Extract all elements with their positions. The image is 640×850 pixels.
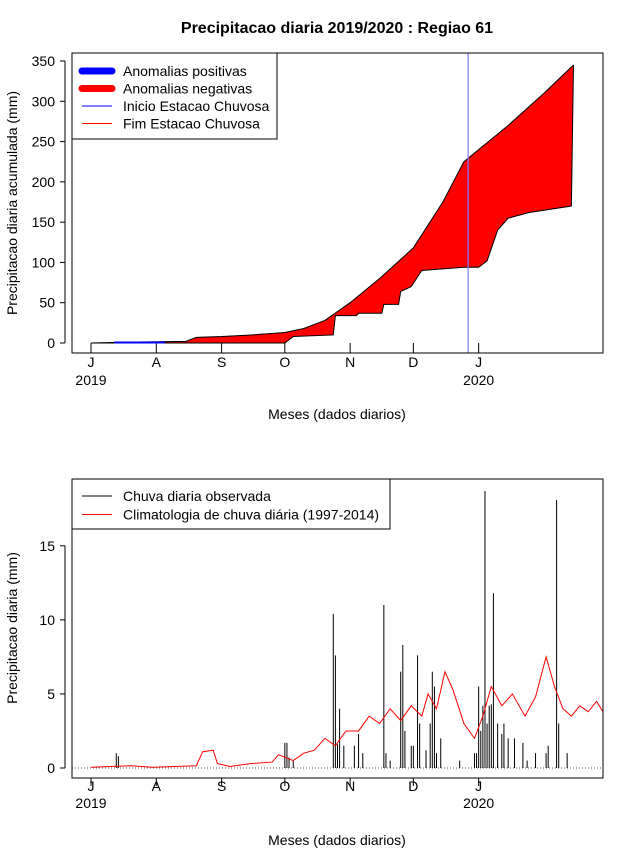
top-x-tick-label: A (152, 354, 162, 370)
top-plot-frame (71, 52, 604, 354)
top-y-axis-label: Precipitacao diaria acumulada (mm) (4, 91, 20, 315)
top-x-year-label: 2020 (463, 372, 494, 388)
climatology-daily-line (90, 655, 604, 768)
top-legend-box (71, 52, 278, 140)
bottom-x-tick-label: N (345, 778, 355, 794)
top-legend-label: Anomalias negativas (123, 81, 252, 97)
top-legend-label: Inicio Estacao Chuvosa (123, 98, 270, 114)
top-y-tick-label: 150 (32, 214, 56, 230)
bottom-y-tick-label: 15 (39, 538, 55, 554)
top-y-tick-label: 200 (32, 174, 56, 190)
top-x-tick-label: D (408, 354, 418, 370)
bottom-x-year-label: 2019 (75, 795, 106, 811)
bottom-x-tick-label: O (279, 778, 290, 794)
top-x-axis-label: Meses (dados diarios) (268, 406, 406, 422)
observed-accumulated-line (91, 65, 574, 344)
bottom-y-tick-label: 0 (47, 760, 55, 776)
bottom-x-tick-label: D (408, 778, 418, 794)
bottom-x-tick-label: A (152, 778, 162, 794)
top-y-tick-label: 50 (39, 295, 55, 311)
bottom-legend-box (71, 478, 391, 530)
bottom-x-year-label: 2020 (463, 795, 494, 811)
bottom-y-tick-label: 5 (47, 686, 55, 702)
top-legend-label: Anomalias positivas (123, 63, 247, 79)
top-chart-title: Precipitacao diaria 2019/2020 : Regiao 6… (181, 20, 493, 37)
top-legend-label: Fim Estacao Chuvosa (123, 116, 260, 132)
climatology-accumulated-line (90, 64, 574, 344)
top-y-tick-label: 100 (32, 254, 56, 270)
bottom-x-tick-label: J (88, 778, 95, 794)
top-legend: Anomalias positivas Anomalias negativasIn… (71, 52, 278, 140)
top-x-tick-label: J (88, 354, 95, 370)
bottom-legend-label: Chuva diaria observada (123, 488, 271, 504)
top-x-tick-label: O (279, 354, 290, 370)
top-x-tick-label: S (217, 354, 226, 370)
bottom-y-axis-label: Precipitacao diaria (mm) (4, 552, 20, 704)
bottom-legend: Chuva diaria observada Climatologia de ch… (71, 478, 391, 530)
top-x-year-label: 2019 (75, 372, 106, 388)
bottom-x-tick-label: S (217, 778, 226, 794)
negative-anomaly-area (91, 65, 574, 344)
bottom-x-axis-label: Meses (dados diarios) (268, 832, 406, 848)
top-y-tick-label: 0 (47, 335, 55, 351)
top-x-tick-label: N (345, 354, 355, 370)
top-y-tick-label: 350 (32, 53, 56, 69)
bottom-x-tick-label: J (475, 778, 482, 794)
bottom-legend-label: Climatologia de chuva diária (1997-2014) (123, 507, 379, 523)
top-y-tick-label: 300 (32, 93, 56, 109)
top-x-tick-label: J (475, 354, 482, 370)
top-y-tick-label: 250 (32, 134, 56, 150)
bottom-y-tick-label: 10 (39, 612, 55, 628)
